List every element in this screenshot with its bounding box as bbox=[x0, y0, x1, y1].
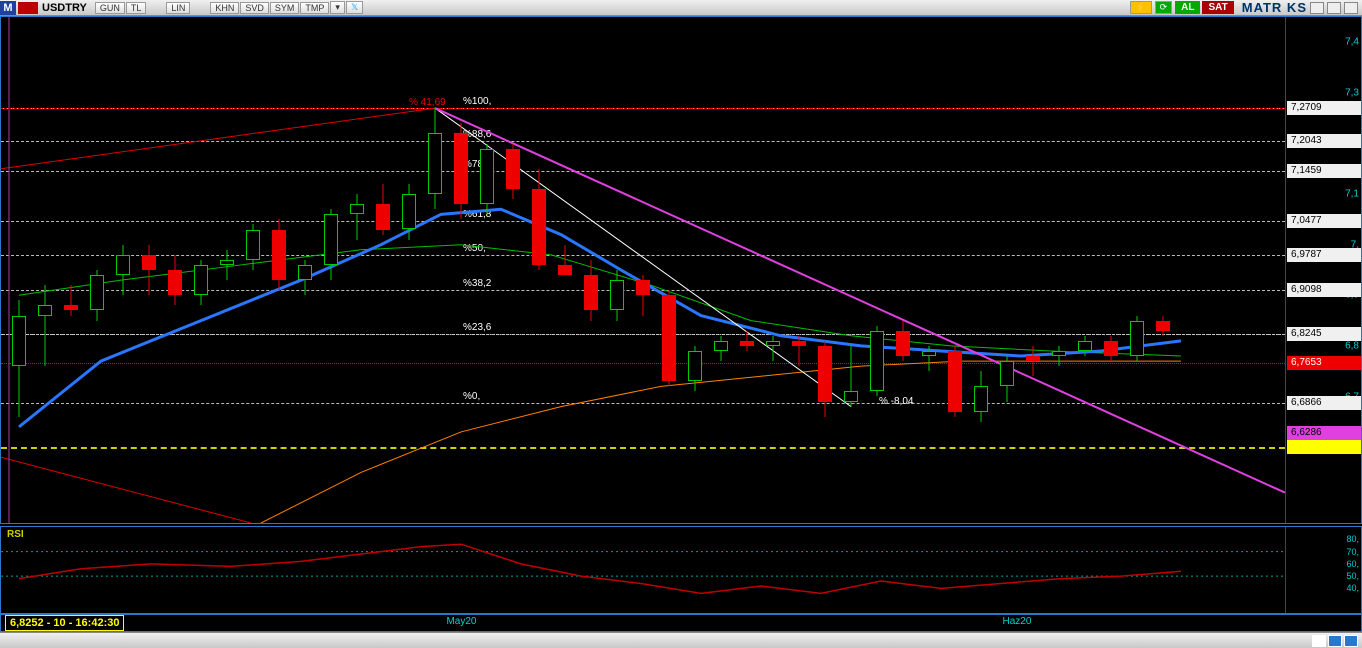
candle bbox=[38, 285, 52, 366]
y-tick: 7,3 bbox=[1345, 87, 1359, 98]
scroll-logo-icon[interactable] bbox=[1312, 635, 1326, 647]
price-level-box: 6,7653 bbox=[1287, 356, 1361, 370]
x-axis-tick: May20 bbox=[446, 616, 476, 627]
candle bbox=[1078, 336, 1092, 356]
rsi-tick: 80, bbox=[1346, 534, 1359, 544]
price-level-box: 6,6866 bbox=[1287, 396, 1361, 410]
candle bbox=[194, 260, 208, 306]
candle bbox=[740, 331, 754, 351]
candle bbox=[584, 260, 598, 321]
toolbar-button-gun[interactable]: GUN bbox=[95, 2, 125, 14]
candle bbox=[714, 336, 728, 361]
scroll-right-button[interactable] bbox=[1344, 635, 1358, 647]
candle bbox=[766, 336, 780, 361]
sell-button[interactable]: SAT bbox=[1202, 1, 1233, 14]
candle bbox=[1000, 356, 1014, 402]
flag-icon bbox=[18, 2, 38, 14]
candle bbox=[12, 300, 26, 416]
candle bbox=[948, 346, 962, 417]
candle bbox=[246, 224, 260, 270]
x-axis-tick: Haz20 bbox=[1002, 616, 1031, 627]
candle bbox=[688, 346, 702, 392]
candle bbox=[272, 219, 286, 290]
status-bar: 6,8252 - 10 - 16:42:30 May20 Haz20 bbox=[0, 614, 1362, 632]
rsi-tick: 60, bbox=[1346, 559, 1359, 569]
y-tick: 6,8 bbox=[1345, 340, 1359, 351]
price-axis: 7,47,37,27,17,6,96,86,77,27097,20437,145… bbox=[1285, 17, 1361, 523]
candle bbox=[428, 108, 442, 209]
candle bbox=[532, 169, 546, 270]
toolbar-button-tmp[interactable]: TMP bbox=[300, 2, 329, 14]
candle bbox=[142, 245, 156, 296]
refresh-icon[interactable]: ⟳ bbox=[1155, 1, 1173, 14]
candle bbox=[974, 371, 988, 422]
symbol-name: USDTRY bbox=[42, 2, 87, 14]
candle bbox=[298, 260, 312, 295]
candle bbox=[64, 285, 78, 315]
app-logo: M bbox=[0, 1, 16, 15]
candle bbox=[480, 144, 494, 215]
y-tick: 7,1 bbox=[1345, 189, 1359, 200]
price-level-box: 6,6286 bbox=[1287, 426, 1361, 440]
candle bbox=[168, 255, 182, 306]
twitter-icon[interactable]: 𝕏 bbox=[346, 1, 363, 14]
toolbar-button-khn[interactable]: KHN bbox=[210, 2, 239, 14]
rsi-tick: 40, bbox=[1346, 583, 1359, 593]
price-level-box: 6,9098 bbox=[1287, 283, 1361, 297]
price-level-box: 6,8245 bbox=[1287, 327, 1361, 341]
candle bbox=[1052, 346, 1066, 366]
candle bbox=[350, 194, 364, 240]
buy-button[interactable]: AL bbox=[1175, 1, 1200, 14]
minimize-button[interactable] bbox=[1310, 2, 1324, 14]
rsi-pane[interactable]: RSI 80,70,60,50,40, bbox=[0, 526, 1362, 614]
price-level-box bbox=[1287, 440, 1361, 454]
top-toolbar: M USDTRY GUNTL LIN KHNSVDSYMTMP ▾ 𝕏 ⚡ ⟳ AL… bbox=[0, 0, 1362, 16]
brand-label: MATR KS bbox=[1242, 0, 1307, 15]
toolbar-button-lin[interactable]: LIN bbox=[166, 2, 190, 14]
price-level-box: 7,2709 bbox=[1287, 101, 1361, 115]
candle bbox=[116, 245, 130, 296]
lightning-icon[interactable]: ⚡ bbox=[1130, 1, 1151, 14]
rsi-tick: 70, bbox=[1346, 547, 1359, 557]
candle bbox=[896, 321, 910, 361]
candle bbox=[558, 245, 572, 275]
candle bbox=[324, 209, 338, 280]
toolbar-button-tl[interactable]: TL bbox=[126, 2, 147, 14]
toolbar-button-svd[interactable]: SVD bbox=[240, 2, 269, 14]
candle bbox=[1130, 316, 1144, 362]
rsi-tick: 50, bbox=[1346, 571, 1359, 581]
candle bbox=[636, 275, 650, 315]
toolbar-button-sym[interactable]: SYM bbox=[270, 2, 300, 14]
price-level-box: 7,1459 bbox=[1287, 164, 1361, 178]
candle bbox=[402, 184, 416, 240]
bottom-scrollbar bbox=[0, 632, 1362, 648]
candle bbox=[922, 346, 936, 371]
price-level-box: 7,0477 bbox=[1287, 214, 1361, 228]
close-button[interactable] bbox=[1344, 2, 1358, 14]
dropdown-button[interactable]: ▾ bbox=[330, 1, 345, 14]
scroll-left-button[interactable] bbox=[1328, 635, 1342, 647]
candle bbox=[844, 346, 858, 407]
candle bbox=[870, 326, 884, 397]
candle bbox=[454, 123, 468, 219]
candle bbox=[376, 184, 390, 235]
status-text: 6,8252 - 10 - 16:42:30 bbox=[5, 615, 124, 631]
candle bbox=[662, 290, 676, 386]
candle bbox=[506, 144, 520, 200]
main-chart[interactable]: %100,%88,6%78,6%61,8%50,%38,2%23,6%0,% 4… bbox=[0, 16, 1362, 524]
candle bbox=[792, 336, 806, 366]
candle bbox=[1026, 346, 1040, 376]
price-level-box: 6,9787 bbox=[1287, 248, 1361, 262]
maximize-button[interactable] bbox=[1327, 2, 1341, 14]
y-tick: 7,4 bbox=[1345, 37, 1359, 48]
candle bbox=[220, 250, 234, 280]
candle bbox=[1104, 336, 1118, 361]
candle bbox=[90, 270, 104, 321]
price-level-box: 7,2043 bbox=[1287, 134, 1361, 148]
candle bbox=[610, 270, 624, 321]
candle bbox=[818, 341, 832, 417]
candle bbox=[1156, 316, 1170, 336]
